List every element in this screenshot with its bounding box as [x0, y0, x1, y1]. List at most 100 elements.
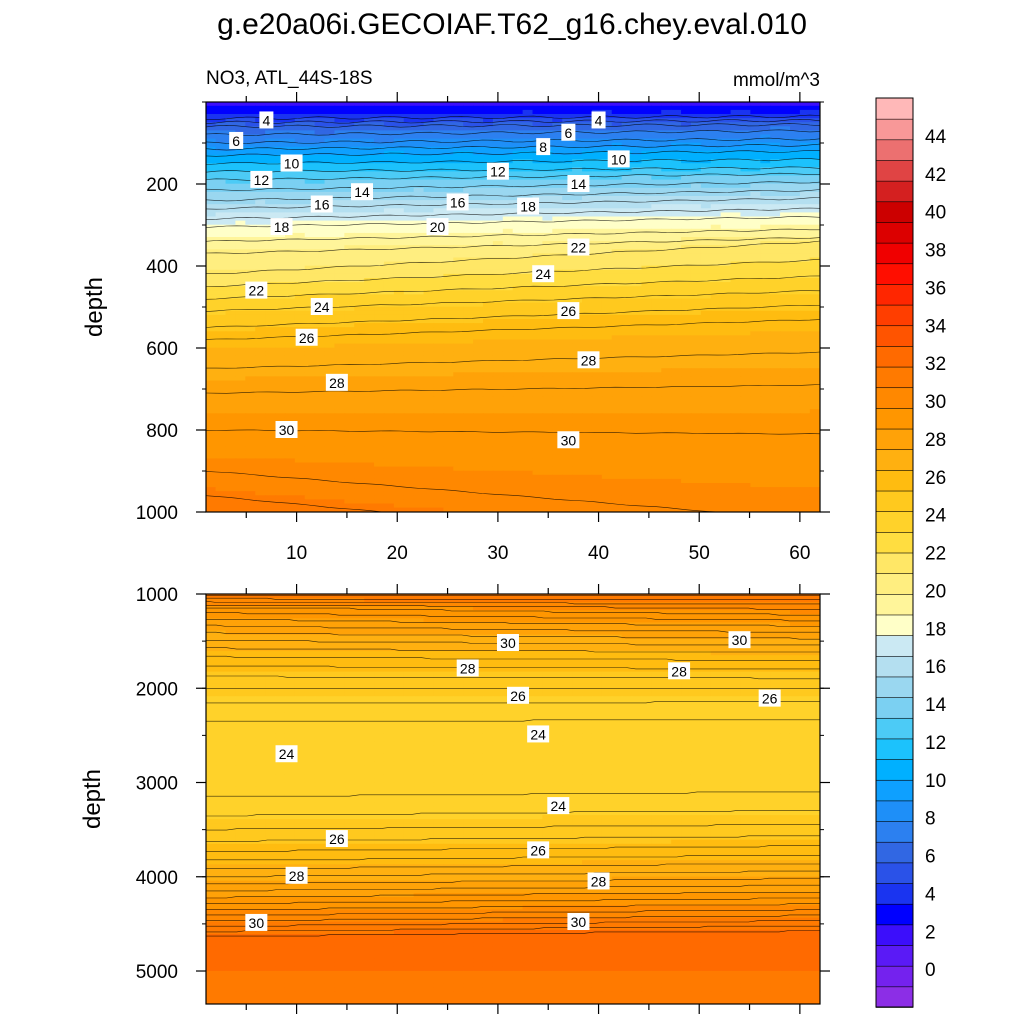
upper-field-cell	[275, 319, 286, 324]
upper-field-cell	[740, 175, 752, 181]
upper-field-cell	[453, 306, 464, 312]
upper-field-cell	[374, 339, 385, 345]
upper-field-cell	[730, 109, 742, 115]
upper-field-cell	[542, 368, 554, 374]
upper-field-cell	[393, 216, 405, 222]
upper-field-cell	[492, 392, 504, 398]
upper-field-cell	[284, 122, 296, 128]
upper-field-cell	[215, 220, 227, 226]
upper-field-cell	[463, 102, 474, 107]
upper-field-cell	[334, 401, 346, 406]
upper-field-cell	[433, 380, 445, 386]
upper-field-cell	[591, 204, 603, 210]
upper-field-cell	[206, 360, 217, 365]
upper-field-cell	[443, 105, 455, 111]
upper-field-cell	[443, 261, 455, 267]
upper-field-cell	[245, 388, 257, 394]
upper-field-cell	[255, 306, 266, 312]
upper-field-cell	[789, 159, 801, 164]
upper-field-cell	[324, 417, 336, 423]
upper-field-cell	[760, 343, 771, 349]
upper-field-cell	[611, 302, 623, 308]
upper-field-cell	[482, 360, 494, 365]
upper-field-cell	[443, 114, 455, 119]
upper-field-cell	[492, 257, 504, 263]
upper-field-cell	[294, 343, 306, 349]
upper-field-cell	[413, 175, 425, 181]
upper-field-cell	[453, 146, 464, 152]
upper-field-cell	[463, 187, 474, 193]
upper-field-cell	[354, 351, 365, 357]
upper-field-cell	[512, 216, 524, 222]
upper-field-cell	[324, 118, 336, 123]
upper-field-cell	[403, 159, 415, 164]
upper-field-cell	[284, 401, 296, 406]
upper-field-cell	[423, 401, 435, 406]
upper-field-cell	[206, 220, 217, 226]
upper-field-cell	[700, 183, 712, 189]
upper-field-cell	[364, 109, 375, 115]
upper-field-cell	[789, 396, 801, 402]
upper-field-cell	[601, 253, 613, 259]
upper-field-cell	[393, 290, 405, 296]
upper-field-cell	[443, 224, 455, 230]
upper-field-cell	[532, 171, 544, 177]
upper-field-cell	[304, 171, 316, 177]
upper-field-cell	[562, 331, 573, 337]
upper-field-cell	[304, 130, 316, 136]
upper-field-cell	[364, 159, 375, 164]
upper-field-cell	[552, 114, 564, 119]
upper-field-cell	[423, 253, 435, 259]
upper-field-cell	[344, 396, 356, 402]
upper-field-cell	[324, 179, 336, 185]
upper-field-cell	[354, 294, 365, 300]
upper-field-cell	[206, 392, 217, 398]
upper-field-cell	[582, 319, 593, 324]
upper-field-cell	[591, 220, 603, 226]
upper-field-cell	[730, 171, 742, 177]
upper-field-cell	[690, 167, 702, 173]
upper-field-cell	[374, 269, 385, 275]
upper-field-cell	[671, 232, 682, 238]
upper-field-cell	[284, 286, 296, 292]
upper-field-cell	[374, 290, 385, 296]
upper-field-cell	[631, 228, 643, 234]
upper-field-cell	[482, 237, 494, 242]
upper-field-cell	[304, 138, 316, 144]
upper-field-cell	[522, 298, 534, 304]
upper-field-cell	[770, 212, 781, 218]
upper-field-cell	[206, 343, 217, 349]
upper-field-cell	[374, 429, 385, 435]
upper-field-cell	[413, 380, 425, 386]
upper-field-cell	[473, 237, 484, 242]
upper-field-cell	[403, 126, 415, 132]
upper-field-cell	[809, 347, 820, 353]
upper-field-cell	[443, 269, 455, 275]
upper-field-cell	[582, 150, 593, 156]
upper-field-cell	[245, 196, 257, 201]
upper-field-cell	[542, 384, 554, 390]
upper-field-cell	[502, 212, 514, 218]
upper-field-cell	[601, 351, 613, 357]
upper-field-cell	[542, 425, 554, 431]
upper-field-cell	[324, 228, 336, 234]
upper-field-cell	[681, 105, 692, 111]
upper-field-cell	[700, 335, 712, 341]
upper-field-cell	[393, 343, 405, 349]
upper-field-cell	[502, 261, 514, 267]
upper-field-cell	[591, 323, 603, 328]
upper-field-cell	[364, 376, 375, 382]
upper-field-cell	[275, 372, 286, 378]
upper-field-cell	[631, 351, 643, 357]
upper-field-cell	[700, 413, 712, 419]
upper-field-cell	[502, 417, 514, 423]
upper-field-cell	[265, 401, 276, 406]
upper-field-cell	[799, 298, 811, 304]
upper-field-cell	[334, 290, 346, 296]
upper-field-cell	[393, 421, 405, 427]
upper-field-cell	[601, 294, 613, 300]
upper-field-cell	[334, 241, 346, 246]
upper-field-cell	[354, 347, 365, 353]
upper-field-cell	[512, 421, 524, 427]
upper-field-cell	[374, 392, 385, 398]
